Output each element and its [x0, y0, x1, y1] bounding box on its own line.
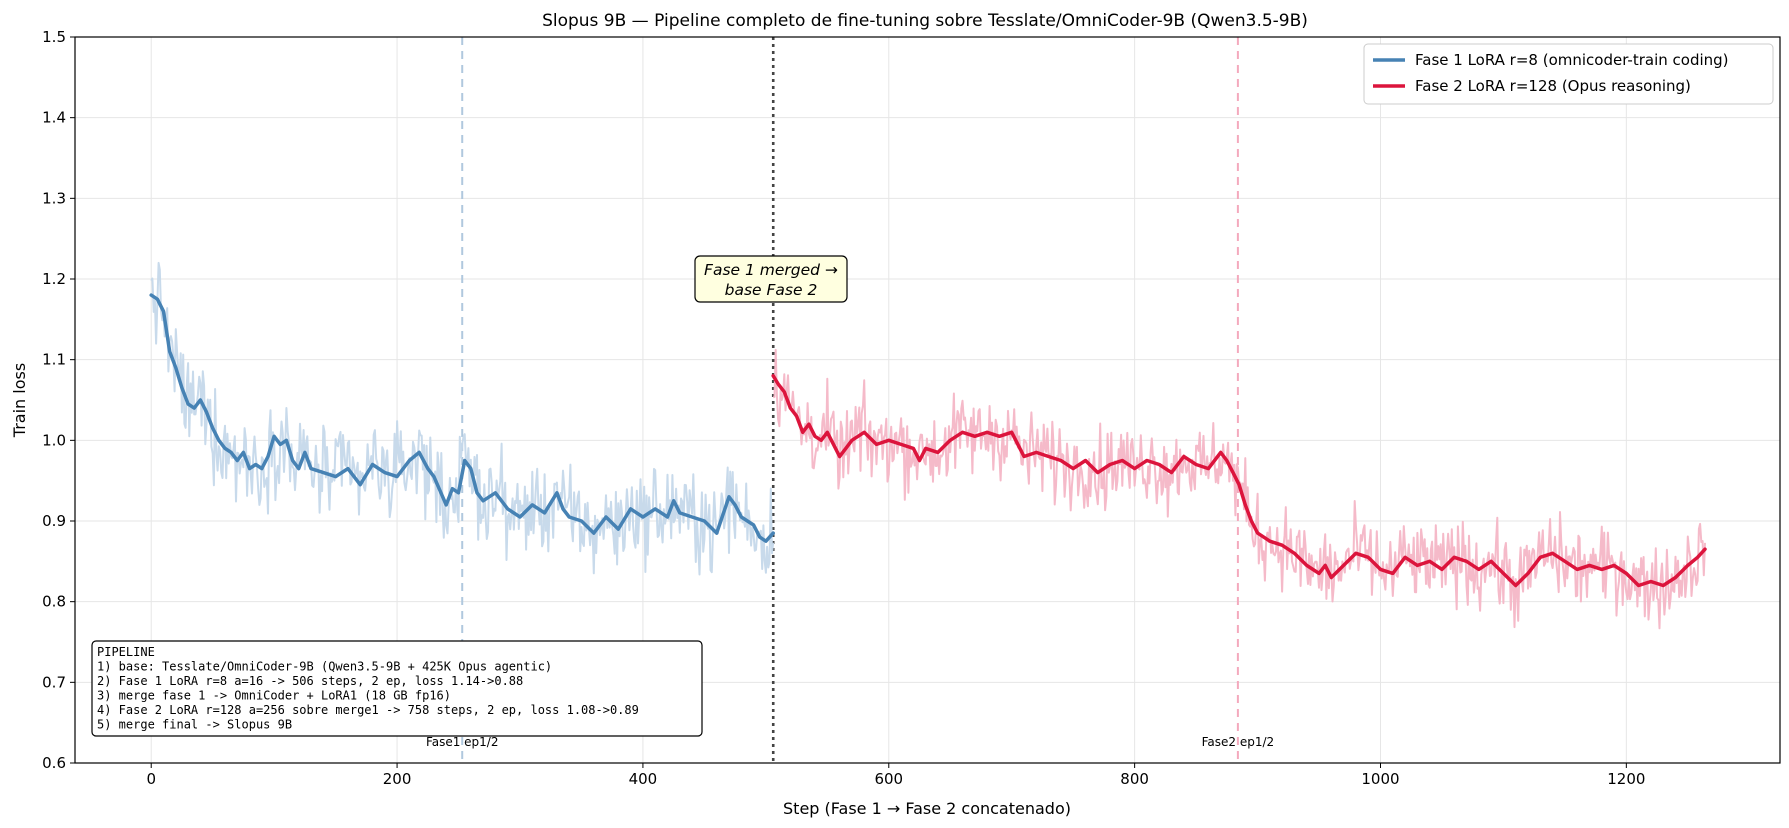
y-tick-label: 1.2	[42, 270, 66, 288]
y-tick-label: 1.4	[42, 109, 66, 127]
legend-box	[1363, 43, 1774, 105]
smoothed-line-1	[149, 293, 775, 543]
x-tick-label: 200	[383, 770, 412, 788]
x-tick-label: 800	[1120, 770, 1149, 788]
legend-label-fase1: Fase 1 LoRA r=8 (omnicoder-train coding)	[1415, 51, 1729, 69]
raw-trace-1	[150, 261, 775, 576]
vline-label-fase1-epoch: Fase1 ep1/2	[426, 735, 499, 749]
x-tick-label: 600	[874, 770, 903, 788]
y-tick-label: 1.3	[42, 189, 66, 207]
x-axis-label: Step (Fase 1 → Fase 2 concatenado)	[783, 799, 1071, 818]
y-tick-label: 1.5	[42, 28, 66, 46]
annotation-line-2: base Fase 2	[725, 281, 818, 299]
pipeline-line-5: 5) merge final -> Slopus 9B	[97, 718, 292, 732]
legend-label-fase2: Fase 2 LoRA r=128 (Opus reasoning)	[1415, 77, 1691, 95]
x-tick-label: 400	[629, 770, 658, 788]
pipeline-line-1: 1) base: Tesslate/OmniCoder-9B (Qwen3.5-…	[97, 660, 552, 674]
pipeline-box-frame	[91, 640, 703, 737]
pipeline-box: PIPELINE 1) base: Tesslate/OmniCoder-9B …	[91, 640, 703, 737]
chart-title: Slopus 9B — Pipeline completo de fine-tu…	[542, 11, 1308, 31]
legend: Fase 1 LoRA r=8 (omnicoder-train coding)…	[1363, 43, 1774, 105]
pipeline-line-2: 2) Fase 1 LoRA r=8 a=16 -> 506 steps, 2 …	[97, 674, 523, 688]
y-tick-label: 0.7	[42, 673, 66, 691]
axis-ticks: 0 200 400 600 800 1000 1200 0.6 0.7 0.8 0.9 1.0 1.1 1…	[42, 28, 1645, 788]
y-tick-label: 1.0	[42, 431, 66, 449]
x-tick-label: 1000	[1361, 770, 1399, 788]
pipeline-line-0: PIPELINE	[97, 645, 155, 659]
y-tick-label: 0.8	[42, 593, 66, 611]
y-tick-label: 0.6	[42, 754, 66, 772]
smoothed-line-2	[771, 374, 1707, 588]
pipeline-line-4: 4) Fase 2 LoRA r=128 a=256 sobre merge1 …	[97, 703, 639, 717]
x-tick-label: 1200	[1607, 770, 1645, 788]
plot-frame	[74, 36, 1781, 764]
merge-annotation: Fase 1 merged → base Fase 2	[694, 255, 848, 303]
y-tick-label: 1.1	[42, 351, 66, 369]
vline-label-fase2-epoch: Fase2 ep1/2	[1202, 735, 1275, 749]
y-axis-label: Train loss	[10, 363, 29, 438]
smoothed-loss-lines	[149, 293, 1707, 588]
x-tick-label: 0	[146, 770, 156, 788]
annotation-box	[694, 255, 848, 303]
pipeline-line-3: 3) merge fase 1 -> OmniCoder + LoRA1 (18…	[97, 689, 451, 703]
y-tick-label: 0.9	[42, 512, 66, 530]
annotation-line-1: Fase 1 merged →	[704, 261, 838, 279]
